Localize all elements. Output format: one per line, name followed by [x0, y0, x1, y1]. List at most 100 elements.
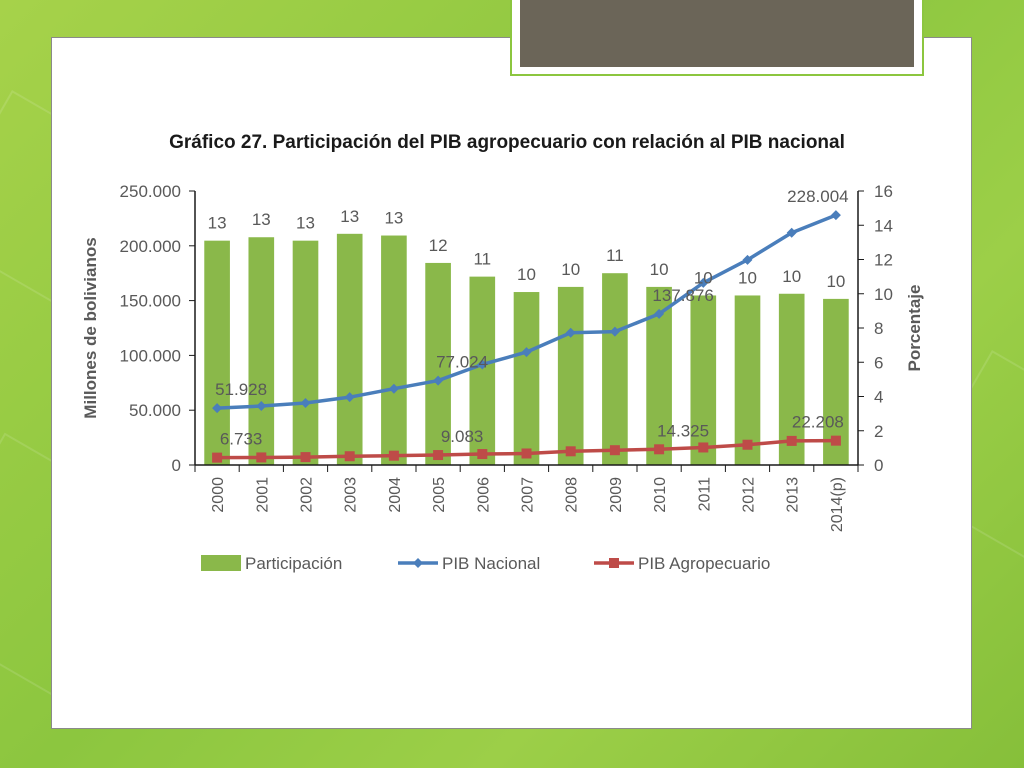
y-left-tick-label: 50.000: [129, 401, 181, 420]
y-left-tick-label: 250.000: [120, 182, 181, 201]
y-right-tick-label: 12: [874, 251, 893, 270]
bar-value-label: 10: [826, 272, 845, 291]
line-point: [565, 327, 576, 338]
bar: [381, 235, 407, 465]
line-point: [698, 442, 709, 453]
line-point: [212, 403, 223, 414]
line-point: [256, 401, 267, 412]
bar-value-label: 10: [650, 260, 669, 279]
data-label: 9.083: [441, 427, 484, 446]
bar-value-label: 13: [340, 207, 359, 226]
line-point: [344, 392, 355, 403]
line-point: [786, 435, 797, 446]
line-point: [477, 359, 488, 370]
axes-layer: 0 50.000 100.000 150.000 200.000 250.000 0 2 4 6 8…: [120, 182, 893, 532]
y-right-tick-label: 6: [874, 353, 883, 372]
line-point: [742, 254, 753, 265]
bar: [469, 276, 496, 465]
title-placeholder: [520, 0, 914, 67]
y-left-tick-label: 200.000: [120, 237, 181, 256]
line-point: [830, 435, 841, 446]
bar-value-label: 10: [694, 268, 713, 287]
bar: [557, 286, 584, 465]
x-tick-label: 2014(p): [829, 477, 846, 532]
bar: [248, 237, 275, 465]
bar: [204, 240, 230, 465]
bar-value-label: 13: [208, 214, 227, 233]
data-label: 137.876: [652, 286, 713, 305]
legend-label: PIB Agropecuario: [638, 554, 770, 573]
line-point: [609, 445, 620, 456]
bar-value-label: 10: [782, 267, 801, 286]
x-tick-label: 2012: [741, 477, 758, 513]
bar: [425, 262, 451, 465]
x-tick-label: 2008: [564, 477, 581, 513]
bar: [292, 240, 319, 465]
line-point: [388, 383, 399, 394]
line-point: [565, 446, 576, 457]
line-point: [344, 451, 355, 462]
bar-value-label: 10: [517, 265, 536, 284]
data-label: 6.733: [220, 430, 263, 449]
y-right-tick-label: 8: [874, 319, 883, 338]
y-left-tick-label: 0: [172, 456, 181, 475]
x-tick-label: 2006: [475, 477, 492, 513]
lines-layer: [212, 210, 841, 463]
legend-label: PIB Nacional: [442, 554, 540, 573]
x-tick-label: 2004: [387, 477, 404, 513]
line-point: [521, 347, 532, 358]
x-tick-label: 2013: [785, 477, 802, 513]
x-tick-label: 2011: [696, 477, 713, 512]
bar-value-label: 12: [429, 236, 448, 255]
line-point: [300, 452, 311, 463]
bar: [734, 295, 761, 465]
chart-legend: Participación PIB Nacional PIB Agropecuari…: [201, 554, 770, 573]
bar: [513, 292, 540, 465]
legend-swatch: [201, 555, 241, 571]
y-left-tick-label: 100.000: [120, 346, 181, 365]
bar-value-label: 11: [606, 246, 624, 265]
x-tick-label: 2010: [652, 477, 669, 513]
data-label: 228.004: [787, 187, 848, 206]
y-right-tick-label: 16: [874, 182, 893, 201]
line-point: [830, 210, 841, 221]
y-left-tick-label: 150.000: [120, 292, 181, 311]
legend-marker: [413, 558, 423, 568]
y-axis-left-label: Millones de bolivianos: [81, 237, 100, 418]
x-tick-label: 2005: [431, 477, 448, 513]
line-point: [521, 448, 532, 459]
bar-value-label: 13: [384, 209, 403, 228]
line-point: [212, 452, 223, 463]
line-point: [300, 397, 311, 408]
line-point: [742, 439, 753, 450]
data-label: 22.208: [792, 413, 844, 432]
legend-marker: [609, 558, 619, 568]
line-point: [477, 449, 488, 460]
bar-value-label: 10: [738, 268, 757, 287]
bar-value-label: 13: [252, 210, 271, 229]
y-right-tick-label: 2: [874, 422, 883, 441]
legend-label: Participación: [245, 554, 342, 573]
line-point: [388, 450, 399, 461]
line-point: [256, 452, 267, 463]
bar: [690, 295, 717, 465]
labels-layer: 13 13 13 13 13 12 11 10 10 11 10 10 10 10 10 51.928 77.0…: [208, 187, 849, 449]
x-tick-label: 2003: [343, 477, 360, 513]
line-point: [609, 326, 620, 337]
x-tick-label: 2007: [520, 477, 537, 513]
line-point: [433, 375, 444, 386]
y-right-tick-label: 14: [874, 216, 893, 235]
x-tick-label: 2009: [608, 477, 625, 513]
line-point: [698, 277, 709, 288]
bars-layer: [204, 233, 849, 465]
bar: [602, 273, 628, 465]
bar-value-label: 11: [473, 250, 491, 269]
y-axis-right-label: Porcentaje: [905, 285, 924, 372]
line-point: [654, 444, 665, 455]
x-tick-label: 2002: [299, 477, 316, 513]
data-label: 77.024: [436, 353, 488, 372]
line-point: [433, 450, 444, 461]
data-label: 14.325: [657, 421, 709, 440]
chart-title: Gráfico 27. Participación del PIB agrope…: [169, 132, 845, 153]
